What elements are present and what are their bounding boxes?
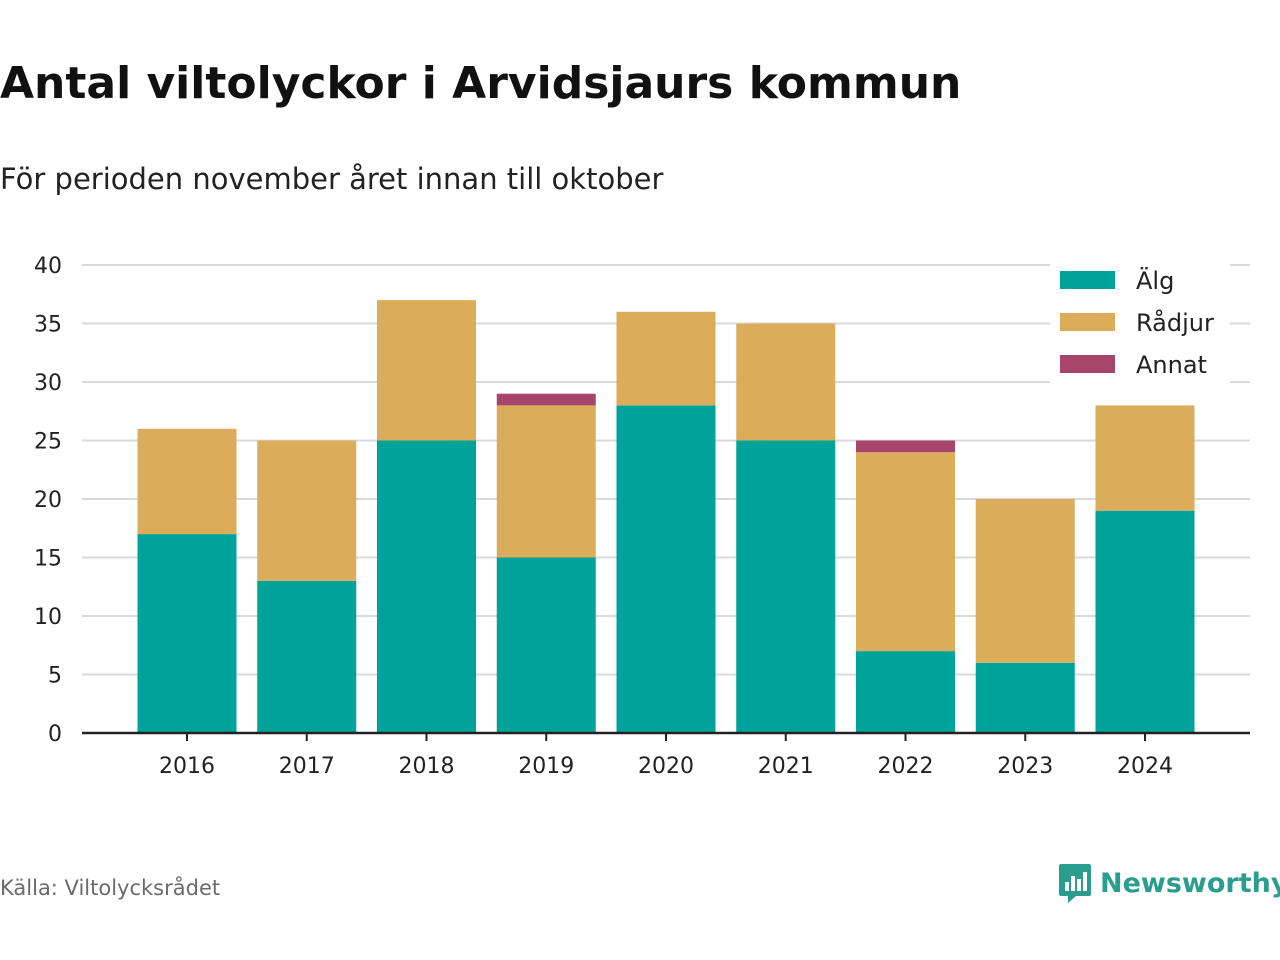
bar-annat-2019: [496, 393, 596, 406]
y-tick-label: 40: [34, 254, 62, 279]
bar-älg-2017: [257, 580, 357, 733]
x-tick-label: 2023: [997, 754, 1053, 779]
bar-rådjur-2023: [975, 499, 1075, 663]
bar-älg-2016: [137, 534, 237, 733]
bar-älg-2022: [856, 651, 955, 733]
y-tick-label: 30: [34, 371, 62, 396]
bar-rådjur-2022: [856, 452, 955, 652]
x-axis-ticks: 2016 2017 2018 2019 2020 2021 2022 2023 2024: [82, 731, 1250, 779]
y-axis-ticks: 0 5 10 15 20 25 30 35 40: [34, 254, 62, 747]
x-tick-label: 2016: [159, 754, 215, 779]
x-tick-label: 2019: [518, 754, 574, 779]
bar-älg-2024: [1095, 510, 1195, 733]
legend-swatch: [1060, 313, 1115, 331]
stacked-bar-chart: 0 5 10 15 20 25 30 35 40 2016 2017 2018 2019 2020 202…: [34, 254, 1250, 779]
legend-swatch: [1060, 271, 1115, 289]
bar-älg-2021: [736, 440, 836, 733]
chart-subtitle: För perioden november året innan till ok…: [0, 162, 664, 196]
bars: [137, 300, 1195, 733]
bar-rådjur-2016: [137, 428, 237, 535]
bar-rådjur-2018: [377, 300, 476, 441]
brand-name: Newsworthy: [1100, 867, 1280, 899]
legend-label: Rådjur: [1136, 308, 1214, 337]
legend: Älg Rådjur Annat: [1050, 258, 1230, 383]
y-tick-label: 15: [34, 547, 62, 572]
y-tick-label: 5: [48, 664, 62, 689]
y-tick-label: 0: [48, 722, 62, 747]
y-tick-label: 25: [34, 430, 62, 455]
brand-logo: Newsworthy: [1058, 862, 1280, 904]
bar-älg-2018: [377, 440, 476, 733]
bar-annat-2022: [856, 440, 955, 453]
x-tick-label: 2020: [638, 754, 694, 779]
bar-älg-2019: [496, 557, 596, 733]
bar-rådjur-2024: [1095, 405, 1195, 511]
bar-chart-speech-bubble-icon: [1059, 864, 1091, 903]
x-tick-label: 2017: [279, 754, 335, 779]
x-tick-label: 2018: [399, 754, 455, 779]
bar-rådjur-2017: [257, 440, 357, 581]
bar-rådjur-2020: [616, 311, 716, 406]
y-tick-label: 10: [34, 605, 62, 630]
source-note: Källa: Viltolycksrådet: [0, 876, 221, 900]
bar-rådjur-2021: [736, 323, 836, 441]
legend-label: Älg: [1136, 266, 1174, 295]
y-tick-label: 35: [34, 313, 62, 338]
y-tick-label: 20: [34, 488, 62, 513]
legend-swatch: [1060, 355, 1115, 373]
bar-rådjur-2019: [496, 405, 596, 558]
bar-älg-2020: [616, 405, 716, 733]
x-tick-label: 2024: [1117, 754, 1173, 779]
legend-label: Annat: [1136, 351, 1207, 379]
x-tick-label: 2021: [758, 754, 814, 779]
chart-title: Antal viltolyckor i Arvidsjaurs kommun: [0, 58, 962, 109]
bar-älg-2023: [975, 662, 1075, 733]
x-tick-label: 2022: [878, 754, 934, 779]
